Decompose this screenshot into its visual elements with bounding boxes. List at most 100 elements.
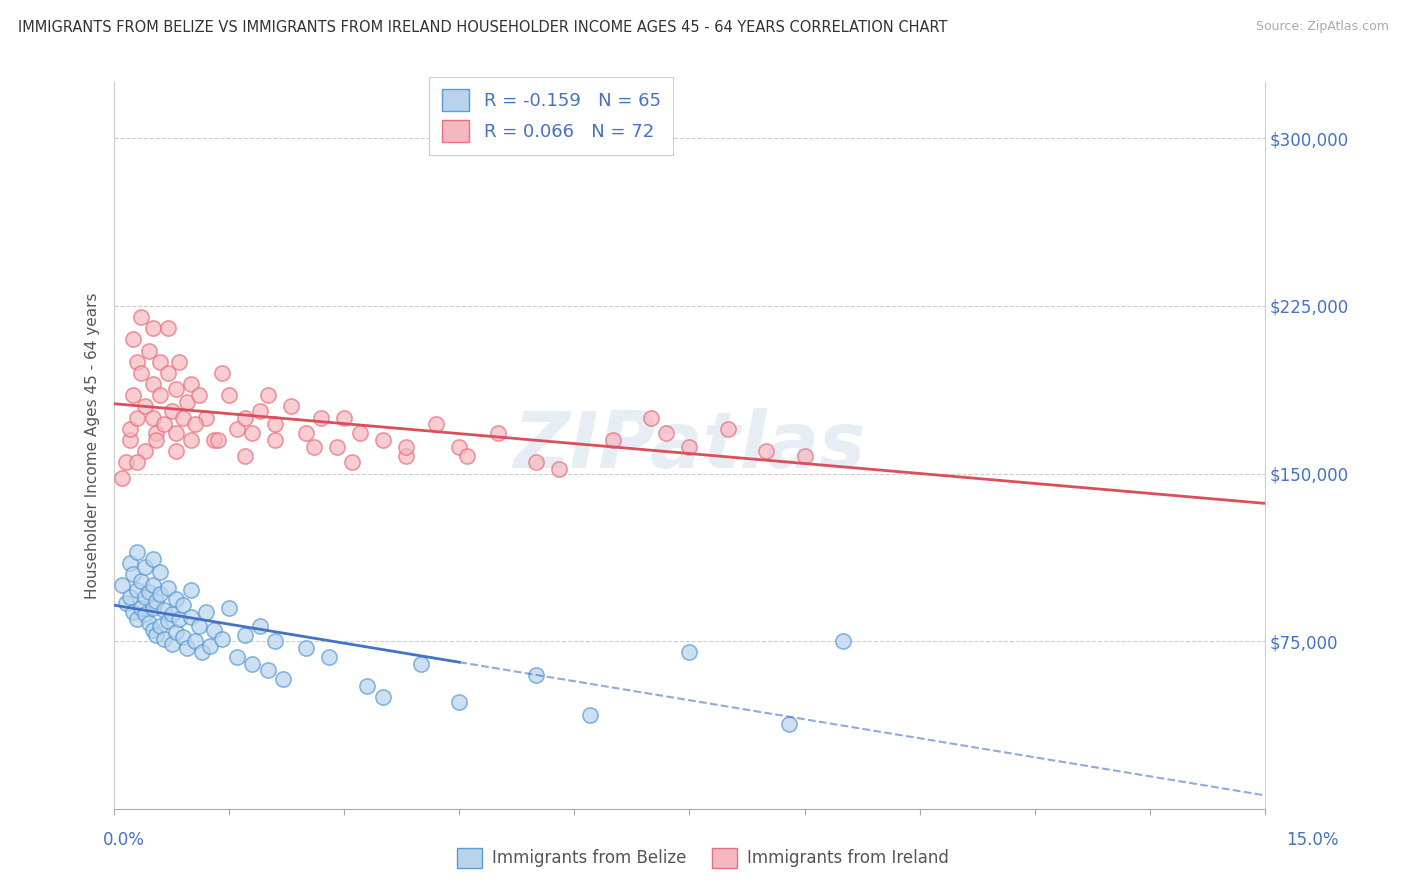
Point: [295, 426, 318, 441]
Legend: R = -0.159   N = 65, R = 0.066   N = 72: R = -0.159 N = 65, R = 0.066 N = 72: [429, 77, 673, 155]
Text: ZIPatlas: ZIPatlas: [513, 408, 866, 483]
Text: Source: ZipAtlas.com: Source: ZipAtlas.com: [1256, 20, 1389, 33]
Point: [153, 603, 176, 617]
Point: [180, 609, 202, 624]
Point: [218, 600, 240, 615]
Point: [793, 449, 815, 463]
Point: [176, 395, 198, 409]
Point: [172, 599, 194, 613]
Point: [145, 627, 167, 641]
Point: [195, 410, 218, 425]
Text: 15.0%: 15.0%: [1286, 831, 1339, 849]
Point: [755, 444, 778, 458]
Point: [548, 462, 571, 476]
Point: [456, 449, 478, 463]
Point: [141, 623, 163, 637]
Point: [122, 332, 145, 346]
Point: [172, 410, 194, 425]
Point: [165, 382, 187, 396]
Point: [655, 426, 678, 441]
Point: [134, 444, 156, 458]
Text: IMMIGRANTS FROM BELIZE VS IMMIGRANTS FROM IRELAND HOUSEHOLDER INCOME AGES 45 - 6: IMMIGRANTS FROM BELIZE VS IMMIGRANTS FRO…: [18, 20, 948, 35]
Point: [127, 355, 149, 369]
Point: [114, 455, 136, 469]
Point: [264, 634, 287, 648]
Point: [640, 410, 662, 425]
Point: [118, 433, 141, 447]
Point: [207, 433, 229, 447]
Point: [233, 449, 256, 463]
Point: [156, 614, 179, 628]
Point: [349, 426, 371, 441]
Point: [111, 578, 134, 592]
Point: [118, 556, 141, 570]
Point: [160, 636, 183, 650]
Point: [156, 366, 179, 380]
Point: [302, 440, 325, 454]
Point: [129, 366, 152, 380]
Point: [371, 690, 394, 705]
Point: [333, 410, 356, 425]
Point: [187, 618, 209, 632]
Point: [149, 355, 172, 369]
Point: [165, 444, 187, 458]
Point: [111, 471, 134, 485]
Point: [127, 545, 149, 559]
Point: [169, 355, 191, 369]
Point: [578, 708, 600, 723]
Legend: Immigrants from Belize, Immigrants from Ireland: Immigrants from Belize, Immigrants from …: [451, 841, 955, 875]
Point: [176, 640, 198, 655]
Point: [122, 605, 145, 619]
Point: [256, 388, 278, 402]
Point: [249, 404, 271, 418]
Point: [180, 377, 202, 392]
Point: [149, 618, 172, 632]
Point: [145, 426, 167, 441]
Point: [129, 600, 152, 615]
Point: [153, 417, 176, 432]
Point: [169, 612, 191, 626]
Point: [160, 404, 183, 418]
Point: [198, 639, 221, 653]
Point: [226, 649, 249, 664]
Point: [602, 433, 624, 447]
Point: [191, 645, 214, 659]
Point: [486, 426, 509, 441]
Point: [141, 600, 163, 615]
Point: [271, 673, 294, 687]
Point: [717, 422, 740, 436]
Point: [122, 388, 145, 402]
Point: [202, 623, 225, 637]
Point: [233, 627, 256, 641]
Point: [356, 679, 378, 693]
Point: [240, 426, 263, 441]
Point: [678, 645, 700, 659]
Point: [141, 551, 163, 566]
Point: [295, 640, 318, 655]
Point: [127, 455, 149, 469]
Point: [311, 410, 333, 425]
Point: [371, 433, 394, 447]
Point: [280, 400, 302, 414]
Point: [678, 440, 700, 454]
Point: [180, 582, 202, 597]
Point: [195, 605, 218, 619]
Point: [249, 618, 271, 632]
Point: [218, 388, 240, 402]
Point: [156, 321, 179, 335]
Point: [524, 668, 547, 682]
Point: [127, 612, 149, 626]
Point: [134, 400, 156, 414]
Point: [425, 417, 447, 432]
Point: [153, 632, 176, 646]
Point: [149, 565, 172, 579]
Point: [211, 366, 233, 380]
Point: [129, 310, 152, 324]
Point: [134, 560, 156, 574]
Point: [145, 433, 167, 447]
Point: [187, 388, 209, 402]
Point: [180, 433, 202, 447]
Point: [183, 417, 205, 432]
Point: [129, 574, 152, 588]
Point: [114, 596, 136, 610]
